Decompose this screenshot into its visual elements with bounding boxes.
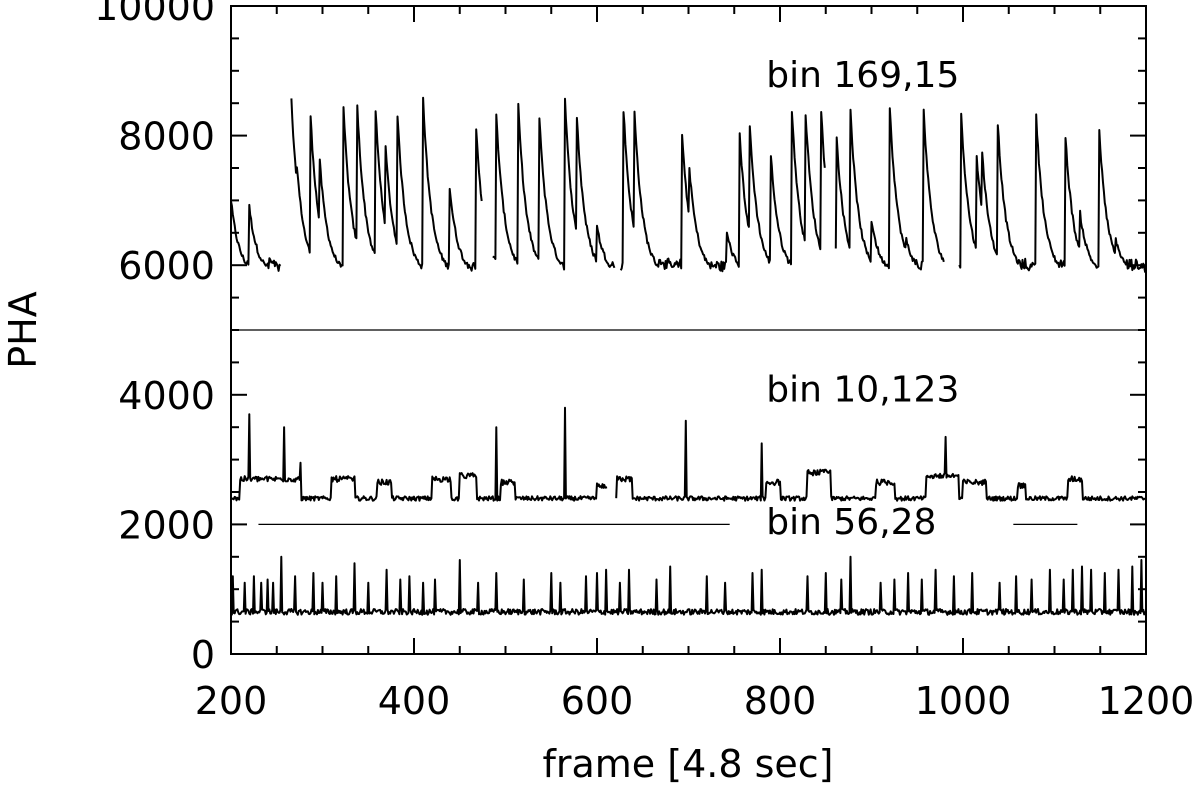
series-label: bin 10,123	[766, 369, 959, 410]
y-tick-label: 4000	[118, 374, 215, 418]
x-tick-label: 1200	[1098, 679, 1195, 723]
y-tick-label: 2000	[118, 503, 215, 547]
axis-tick-labels: 200 400 600 800 1000 1200 0 2000 4000 6000 8000 100…	[94, 0, 1194, 723]
y-tick-label: 10000	[94, 0, 215, 29]
series-line	[230, 555, 1147, 616]
series-label: bin 56,28	[766, 502, 936, 543]
series-label: bin 169,15	[766, 55, 959, 96]
series-line	[230, 406, 1147, 502]
y-tick-label: 6000	[118, 244, 215, 288]
y-axis-title: PHA	[1, 291, 45, 368]
x-tick-label: 400	[378, 679, 451, 723]
y-tick-label: 0	[191, 633, 215, 677]
x-tick-label: 600	[561, 679, 634, 723]
panel-separators	[231, 329, 1146, 526]
series-layer	[230, 96, 1147, 616]
y-tick-label: 8000	[118, 115, 215, 159]
x-tick-label: 200	[195, 679, 268, 723]
x-axis-title: frame [4.8 sec]	[543, 742, 834, 786]
series-labels: bin 169,15 bin 10,123 bin 56,28	[766, 55, 959, 543]
axis-ticks	[230, 5, 1147, 655]
x-tick-label: 1000	[915, 679, 1012, 723]
series-line	[230, 96, 1147, 273]
x-tick-label: 800	[744, 679, 817, 723]
